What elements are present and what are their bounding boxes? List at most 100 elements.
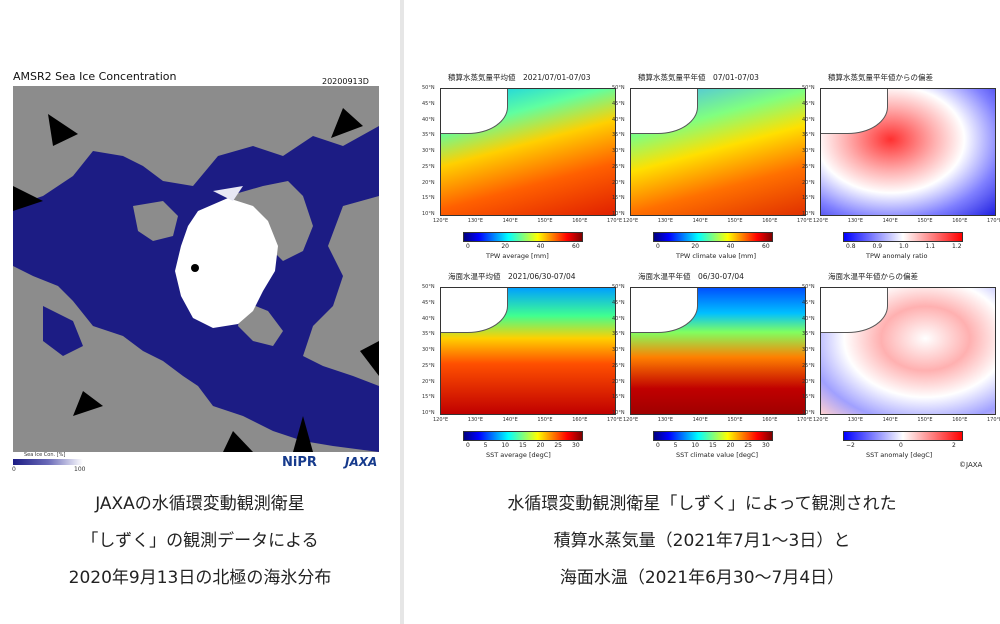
colorbar-tick: 0 xyxy=(466,243,470,250)
lon-label: 170°E xyxy=(987,417,1000,423)
colorbar-label: SST anomaly [degC] xyxy=(866,451,933,459)
colorbar-tick: 5 xyxy=(673,442,678,449)
colorbar-label: TPW average [mm] xyxy=(486,252,549,260)
lon-label: 130°E xyxy=(467,218,483,224)
colorbar-tick: 30 xyxy=(572,442,580,449)
colorbar-tick: 0 xyxy=(899,442,903,449)
panel-map xyxy=(440,287,616,415)
lon-label: 170°E xyxy=(607,417,623,423)
lat-label: 35°N xyxy=(422,132,435,139)
lon-label: 140°E xyxy=(882,218,898,224)
colorbar-tick: −2 xyxy=(846,442,855,449)
lat-label: 50°N xyxy=(802,284,815,290)
lon-label: 120°E xyxy=(433,218,449,224)
lat-label: 15°N xyxy=(802,195,815,202)
lat-label: 25°N xyxy=(612,362,625,369)
panel-title: 海面水温平均値 2021/06/30-07/04 xyxy=(448,272,576,281)
panel-map xyxy=(820,88,996,216)
map-date: 20200913D xyxy=(322,77,369,86)
colorbar-label: SST average [degC] xyxy=(486,451,551,459)
lat-label: 50°N xyxy=(422,85,435,91)
lon-label: 150°E xyxy=(537,417,553,423)
lon-label: 120°E xyxy=(433,417,449,423)
lon-label: 150°E xyxy=(537,218,553,224)
lon-label: 170°E xyxy=(797,417,813,423)
colorbar-tick: 0.8 xyxy=(846,243,856,250)
lon-label: 140°E xyxy=(882,417,898,423)
copyright: ©JAXA xyxy=(959,461,983,469)
lon-label: 170°E xyxy=(987,218,1000,224)
lat-label: 30°N xyxy=(802,347,815,353)
lat-label: 25°N xyxy=(802,362,815,369)
lon-label: 160°E xyxy=(952,417,968,423)
left-caption: JAXAの水循環変動観測衛星 「しずく」の観測データによる 2020年9月13日… xyxy=(0,486,400,597)
lon-label: 160°E xyxy=(572,218,588,224)
lon-label: 130°E xyxy=(657,417,673,423)
lon-label: 120°E xyxy=(623,218,639,224)
left-caption-line-3: 2020年9月13日の北極の海氷分布 xyxy=(68,568,332,588)
lon-label: 150°E xyxy=(917,218,933,224)
land-mask xyxy=(441,288,509,334)
arctic-sea-ice-map xyxy=(13,86,379,452)
lon-label: 170°E xyxy=(797,218,813,224)
panel-title: 積算水蒸気量平年値からの偏差 xyxy=(828,73,933,82)
colorbar-tick: 25 xyxy=(744,442,752,449)
map-title: AMSR2 Sea Ice Concentration xyxy=(13,70,177,83)
lat-label: 30°N xyxy=(802,148,815,154)
lat-label: 25°N xyxy=(802,163,815,170)
colorbar-tick: 10 xyxy=(501,442,509,449)
lat-label: 45°N xyxy=(612,299,625,306)
lat-label: 45°N xyxy=(802,100,815,107)
lon-label: 140°E xyxy=(502,417,518,423)
legend-label: Sea Ice Con. [%] xyxy=(24,452,66,458)
legend-colorbar xyxy=(13,459,83,465)
colorbar-tick: 0.9 xyxy=(872,243,883,250)
lat-label: 15°N xyxy=(612,394,625,401)
lon-label: 120°E xyxy=(813,218,829,224)
land-mask xyxy=(441,89,509,135)
jaxa-logo: JAXA xyxy=(345,455,378,469)
legend-tick-min: 0 xyxy=(12,466,16,473)
lat-label: 20°N xyxy=(802,378,815,385)
left-caption-line-2: 「しずく」の観測データによる xyxy=(81,531,319,551)
colorbar-label: TPW anomaly ratio xyxy=(866,252,928,260)
panel-map xyxy=(820,287,996,415)
lat-label: 20°N xyxy=(422,378,435,385)
lon-label: 160°E xyxy=(952,218,968,224)
right-panel: ©JAXA 水循環変動観測衛星「しずく」によって観測された 積算水蒸気量（202… xyxy=(404,0,1000,624)
lat-label: 40°N xyxy=(802,116,815,123)
lon-label: 130°E xyxy=(847,417,863,423)
lat-label: 45°N xyxy=(612,100,625,107)
lat-label: 30°N xyxy=(422,148,435,154)
lat-label: 20°N xyxy=(612,378,625,385)
lat-label: 10°N xyxy=(422,410,435,416)
lat-label: 35°N xyxy=(422,331,435,338)
right-caption-line-2: 積算水蒸気量（2021年7月1～3日）と xyxy=(553,531,851,551)
colorbar-tick: 40 xyxy=(536,243,545,250)
panel-colorbar xyxy=(463,431,583,441)
colorbar-tick: 15 xyxy=(519,442,527,449)
lat-label: 35°N xyxy=(802,132,815,139)
lon-label: 160°E xyxy=(572,417,588,423)
lat-label: 20°N xyxy=(802,179,815,186)
lat-label: 10°N xyxy=(612,211,625,217)
colorbar-tick: 0 xyxy=(466,442,470,449)
right-caption-line-1: 水循環変動観測衛星「しずく」によって観測された xyxy=(507,494,897,514)
lat-label: 20°N xyxy=(422,179,435,186)
lat-label: 10°N xyxy=(802,211,815,217)
nipr-logo: NiPR xyxy=(282,455,317,470)
lon-label: 150°E xyxy=(917,417,933,423)
lat-label: 30°N xyxy=(422,347,435,353)
colorbar-tick: 40 xyxy=(726,243,735,250)
lat-label: 35°N xyxy=(612,331,625,338)
lat-label: 45°N xyxy=(422,299,435,306)
lon-label: 150°E xyxy=(727,218,743,224)
lon-label: 130°E xyxy=(847,218,863,224)
lon-label: 150°E xyxy=(727,417,743,423)
colorbar-tick: 5 xyxy=(483,442,488,449)
colorbar-tick: 60 xyxy=(572,243,580,250)
panel-colorbar xyxy=(653,431,773,441)
lat-label: 40°N xyxy=(422,315,435,322)
colorbar-tick: 20 xyxy=(501,243,509,250)
land-mask xyxy=(631,89,699,135)
